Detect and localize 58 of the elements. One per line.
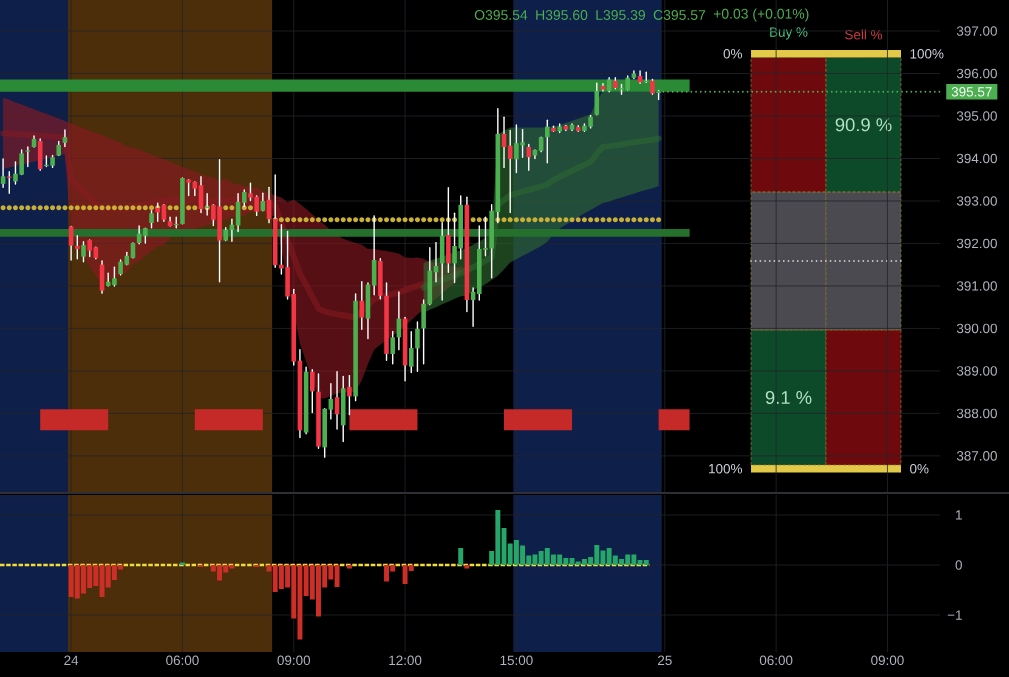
x-tick-label: 06:00 [166,655,199,666]
y-tick-label: 394.00 [956,153,997,164]
x-tick-label: 25 [658,655,672,666]
candlestick [204,193,210,216]
candlestick [347,374,352,416]
candlestick [359,280,365,330]
candlestick [310,368,315,414]
bar [458,548,464,565]
category-label: Buy % [770,27,808,40]
y-tick-label: 393.00 [956,196,997,206]
candlestick [415,321,420,373]
y-tick-label: 387.00 [956,451,997,461]
data-label: 90.9 % [835,118,892,132]
bar [334,565,340,587]
candlestick [75,235,80,260]
candlestick [390,330,395,365]
candlestick [62,129,68,148]
y-tick-label: 396.00 [956,68,997,79]
y-tick-label: 1 [956,510,962,520]
candlestick [68,225,74,261]
x-tick-label: 06:00 [759,655,793,666]
category-label: Sell % [845,29,883,40]
candlestick [594,82,600,116]
candlestick [25,146,31,168]
y-tick-label: 391.00 [956,281,997,291]
y-tick-label: 388.00 [956,408,997,419]
bar [464,565,470,569]
annotation: 100% [709,463,743,474]
candlestick [408,331,414,374]
candlestick [526,143,532,172]
y-tick-label: 397.00 [956,26,997,36]
y-tick-label: −1 [947,610,962,620]
annotation: 0% [723,48,743,59]
annotation: +0.03 (+0.01%) [713,8,809,22]
y-tick-label: 390.00 [956,323,997,334]
annotation: L395.39 [596,10,645,20]
bar [346,565,352,569]
candlestick [507,129,513,214]
y-tick-label: 389.00 [956,366,997,376]
data-label: 9.1 % [765,390,812,405]
x-tick-label: 15:00 [500,655,533,666]
x-tick-label: 09:00 [871,655,904,666]
ref-line-label: 395.57 [951,87,992,97]
candlestick [328,382,334,420]
annotation: 100% [910,48,944,59]
candlestick [545,119,550,164]
y-tick-label: 0 [955,560,962,570]
annotation: 0% [910,463,929,474]
candlestick [0,158,6,189]
annotation: C395.57 [653,10,706,20]
candlestick [81,241,86,263]
x-tick-label: 12:00 [389,655,422,666]
annotation: H395.60 [536,10,588,20]
y-tick-label: 392.00 [956,238,997,249]
x-tick-label: 24 [64,655,79,665]
x-tick-label: 09:00 [277,655,311,666]
annotation: O395.54 [474,10,528,20]
y-tick-label: 395.00 [956,111,997,121]
